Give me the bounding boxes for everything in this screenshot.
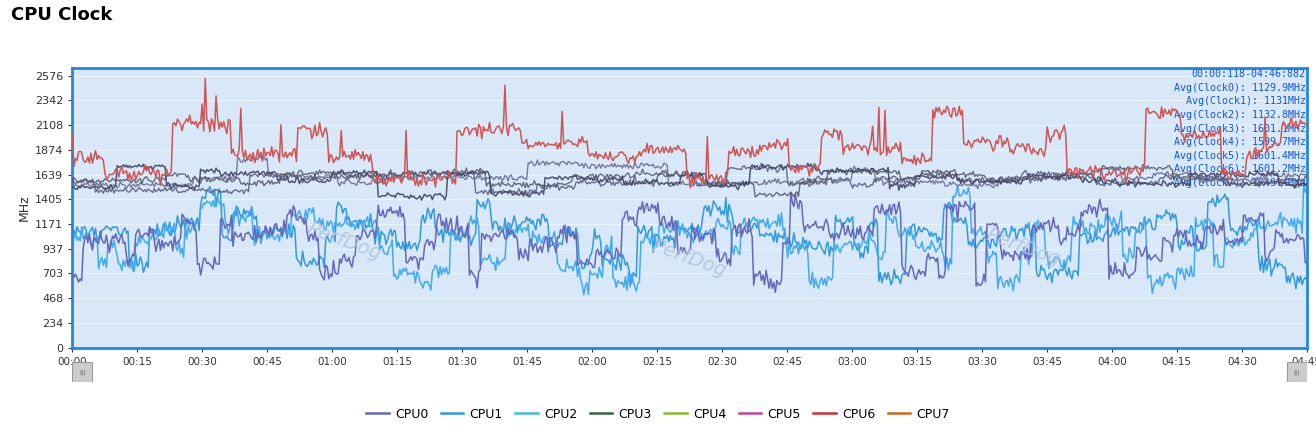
Text: label1: label1 <box>669 40 711 54</box>
Text: |||: ||| <box>79 369 86 375</box>
Text: 00:00:118-04:46:882
Avg(Clock0): 1129.9MHz
Avg(Clock1): 1131MHz
Avg(Clock2): 113: 00:00:118-04:46:882 Avg(Clock0): 1129.9M… <box>1174 69 1305 188</box>
Bar <box>72 362 92 382</box>
Text: PerfDog: PerfDog <box>650 236 729 280</box>
Text: |||: ||| <box>1294 369 1300 375</box>
Legend: CPU0, CPU1, CPU2, CPU3, CPU4, CPU5, CPU6, CPU7: CPU0, CPU1, CPU2, CPU3, CPU4, CPU5, CPU6… <box>361 403 955 426</box>
Text: CPU Clock: CPU Clock <box>11 6 112 25</box>
Text: PerfDog: PerfDog <box>304 219 384 264</box>
Y-axis label: MHz: MHz <box>18 194 30 221</box>
Bar <box>1287 362 1307 382</box>
Text: PerfDog: PerfDog <box>983 225 1063 269</box>
